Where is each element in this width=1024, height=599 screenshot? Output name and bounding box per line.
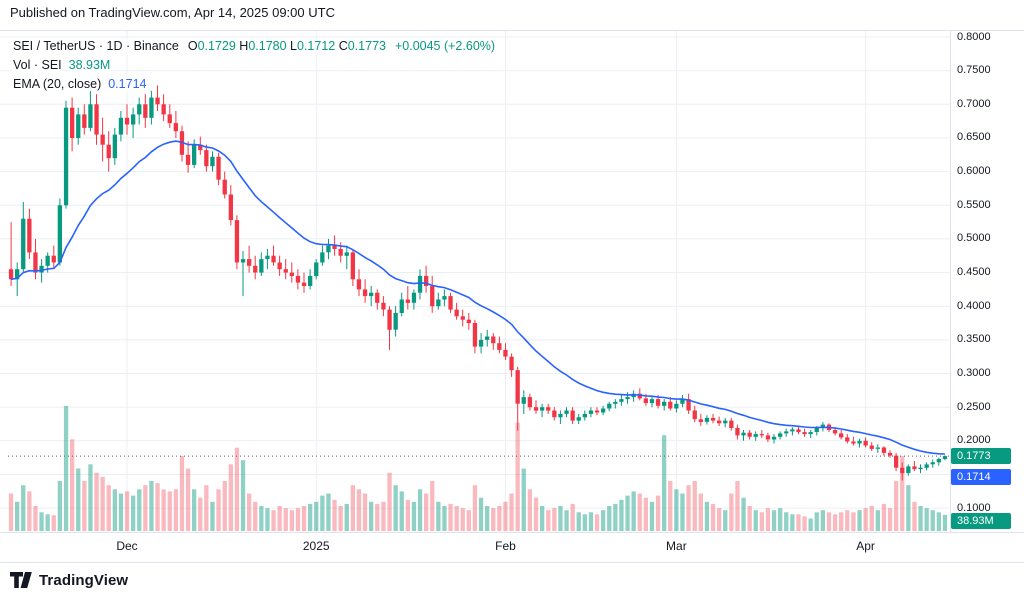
price-axis-label: 0.3000 xyxy=(957,367,991,379)
volume-label: Vol · SEI xyxy=(12,58,63,72)
legend-symbol-row[interactable]: SEI / TetherUS · 1D · Binance O0.1729 H0.… xyxy=(12,37,497,56)
volume-value: 38.93M xyxy=(67,58,112,72)
candle-series xyxy=(8,85,948,481)
price-axis-label: 0.5500 xyxy=(957,198,991,211)
tradingview-logo-icon[interactable] xyxy=(10,572,32,588)
price-axis-label: 0.6000 xyxy=(957,165,991,178)
open-label: O xyxy=(187,39,198,53)
last-price-badge: 0.1773 xyxy=(951,447,1011,464)
footer-divider xyxy=(0,562,1024,563)
time-axis-label: Feb xyxy=(495,539,516,553)
close-label: C xyxy=(338,39,348,53)
price-axis-label: 0.2000 xyxy=(957,434,991,447)
grid-lines xyxy=(0,31,950,533)
price-axis-label: 0.4000 xyxy=(957,299,991,312)
price-axis-label: 0.4500 xyxy=(957,266,991,279)
tradingview-brand-text[interactable]: TradingView xyxy=(39,571,129,589)
price-axis-label: 0.2500 xyxy=(957,400,991,413)
high-value: 0.1780 xyxy=(248,39,287,53)
time-axis-label: Apr xyxy=(856,539,875,553)
time-axis-label: Dec xyxy=(116,539,138,553)
candlestick-chart-pane[interactable] xyxy=(0,0,1024,534)
low-value: 0.1712 xyxy=(296,39,336,53)
price-axis-label: 0.1000 xyxy=(957,501,991,514)
price-axis[interactable]: 0.8000 0.7500 0.7000 0.6500 0.6000 0.5500 0.50… xyxy=(951,0,1024,533)
price-axis-label: 0.5000 xyxy=(957,232,991,245)
legend-ema-row[interactable]: EMA (20, close) 0.1714 xyxy=(12,75,496,94)
volume-series xyxy=(8,406,948,532)
price-axis-label: 0.7500 xyxy=(957,64,991,77)
chart-legend: SEI / TetherUS · 1D · Binance O0.1729 H0.… xyxy=(12,37,497,94)
footer: TradingView xyxy=(10,568,128,592)
price-axis-label: 0.8000 xyxy=(957,30,991,43)
time-axis[interactable]: Dec 2025 Feb Mar Apr xyxy=(0,533,950,562)
open-value: 0.1729 xyxy=(197,39,236,53)
close-value: 0.1773 xyxy=(347,39,386,53)
price-axis-label: 0.6500 xyxy=(957,131,991,144)
published-header: Published on TradingView.com, Apr 14, 20… xyxy=(10,5,335,20)
volume-badge: 38.93M xyxy=(951,513,1011,529)
time-axis-label: Mar xyxy=(666,539,687,553)
ohlc-values: O0.1729 H0.1780 L0.1712 C0.1773 xyxy=(186,39,387,53)
published-text: Published on TradingView.com, Apr 14, 20… xyxy=(10,5,335,20)
price-axis-label: 0.7000 xyxy=(957,97,991,110)
low-label: L xyxy=(290,39,297,53)
ema-label: EMA (20, close) xyxy=(12,77,103,91)
ema-value: 0.1714 xyxy=(107,77,148,91)
symbol-title[interactable]: SEI / TetherUS · 1D · Binance xyxy=(12,39,180,53)
change-value: +0.0045 (+2.60%) xyxy=(393,39,497,53)
ema-price-badge: 0.1714 xyxy=(951,468,1011,485)
legend-volume-row[interactable]: Vol · SEI 38.93M xyxy=(12,56,496,75)
high-label: H xyxy=(239,39,249,53)
time-axis-label: 2025 xyxy=(302,539,330,553)
ema-line xyxy=(10,140,945,455)
price-axis-label: 0.3500 xyxy=(957,333,991,346)
